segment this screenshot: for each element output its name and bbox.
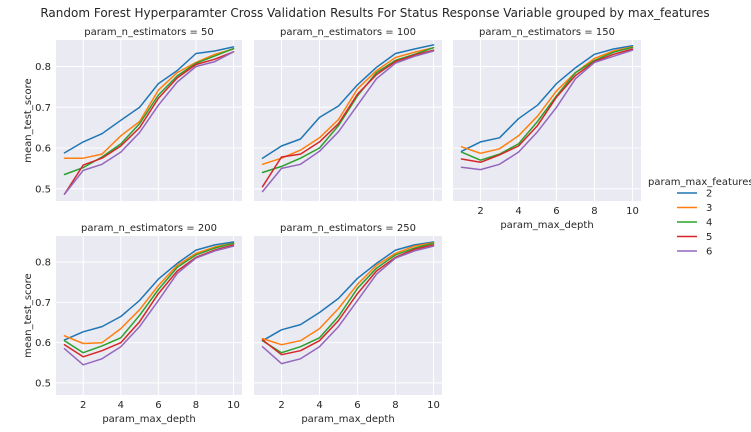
series-line-4 [63,242,235,354]
chart-title: Random Forest Hyperparamter Cross Valida… [40,6,709,20]
panel-background [254,40,442,201]
series-line-3 [63,48,235,159]
legend-label: 6 [706,247,712,258]
x-tick-label: 2 [80,400,86,411]
legend: param_max_features 2 3 4 5 6 [648,177,751,258]
y-tick-label: 0.5 [35,378,51,389]
panel-4: param_n_estimators = 200 0.5 0.6 0.7 0.8mean… [23,223,242,425]
series-line-2 [261,44,435,159]
panel-background [254,236,442,395]
panel-1: param_n_estimators = 50 0.5 0.6 0.7 0.8mean_… [23,27,242,201]
x-tick-label: 6 [553,206,559,217]
x-tick-label: 4 [515,206,521,217]
series-line-5 [261,244,435,356]
series-line-2 [63,46,235,154]
legend-item: 2 [677,189,712,200]
panel-title: param_n_estimators = 250 [280,223,416,234]
y-tick-label: 0.8 [35,62,51,73]
series-line-6 [261,245,435,365]
y-tick-label: 0.7 [35,298,51,309]
legend-label: 2 [706,189,712,200]
series-line-3 [460,46,634,155]
series-line-2 [261,241,435,342]
series-line-6 [460,49,634,171]
x-tick-label: 8 [392,400,398,411]
series-line-6 [63,51,235,195]
series-line-5 [460,48,634,164]
y-tick-label: 0.7 [35,103,51,114]
series-line-4 [460,46,634,161]
x-axis-label: param_max_depth [102,414,195,425]
x-tick-label: 10 [626,206,639,217]
x-tick-label: 8 [591,206,597,217]
x-tick-label: 2 [278,400,284,411]
series-line-3 [261,242,435,346]
series-line-4 [261,242,435,354]
series-line-5 [63,51,235,195]
x-tick-label: 6 [354,400,360,411]
legend-title: param_max_features [648,177,751,188]
chart-panels: param_n_estimators = 500.50.60.70.8mean_… [23,27,641,425]
y-tick-label: 0.8 [35,258,51,269]
series-line-2 [63,241,235,341]
x-tick-label: 8 [193,400,199,411]
x-tick-label: 2 [477,206,483,217]
panel-background [56,40,242,201]
x-tick-label: 10 [227,400,240,411]
x-axis-label: param_max_depth [301,414,394,425]
panel-title: param_n_estimators = 200 [81,223,217,234]
series-line-3 [63,242,235,345]
panel-2: param_n_estimators = 100 [254,27,442,201]
x-tick-label: 6 [155,400,161,411]
panel-background [56,236,242,395]
series-line-5 [261,49,435,188]
series-line-6 [63,245,235,366]
panel-title: param_n_estimators = 50 [84,27,214,38]
series-line-6 [261,50,435,193]
x-tick-label: 10 [427,400,440,411]
x-tick-label: 4 [316,400,322,411]
y-tick-label: 0.5 [35,184,51,195]
legend-item: 4 [677,218,712,229]
x-tick-label: 4 [118,400,124,411]
series-line-3 [261,46,435,166]
series-line-4 [261,46,435,174]
y-tick-label: 0.6 [35,144,51,155]
legend-item: 3 [677,203,712,214]
y-axis-label: mean_test_score [23,78,34,162]
panel-title: param_n_estimators = 100 [280,27,416,38]
legend-label: 5 [706,232,712,243]
panel-3: param_n_estimators = 150 2 4 6 8 10 param_max_… [453,27,641,231]
y-axis-label: mean_test_score [23,273,34,357]
x-axis-label: param_max_depth [500,220,593,231]
panel-title: param_n_estimators = 150 [479,27,615,38]
y-tick-label: 0.6 [35,338,51,349]
legend-item: 6 [677,247,712,258]
series-line-2 [460,44,634,153]
legend-label: 3 [706,203,712,214]
legend-label: 4 [706,218,712,229]
panel-5: param_n_estimators = 250 2 4 6 8 10 param_max_… [254,223,442,425]
legend-item: 5 [677,232,712,243]
